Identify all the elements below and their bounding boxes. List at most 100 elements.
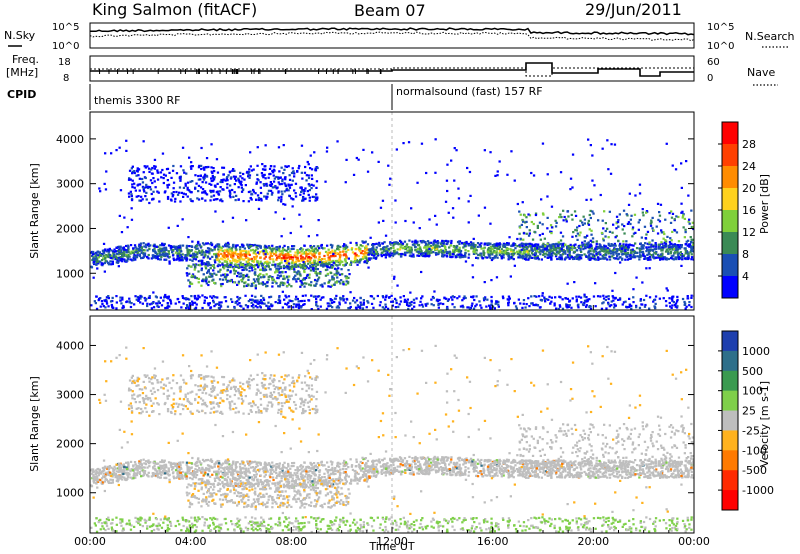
- power-cell-1272: [243, 258, 246, 261]
- power-cell-4336: [668, 212, 671, 215]
- power-cell-2920: [199, 178, 202, 181]
- power-cell-2180: [424, 246, 427, 249]
- power-cell-1531: [127, 255, 130, 258]
- power-cell-2825: [230, 176, 233, 179]
- power-cell-4092: [292, 265, 296, 268]
- power-cell-809: [516, 245, 519, 248]
- power-cell-1703: [177, 257, 180, 260]
- power-cell-4153: [242, 268, 245, 271]
- power-cell-314: [410, 246, 413, 249]
- power-cell-3659: [507, 295, 511, 298]
- power-cell-1618: [689, 251, 692, 254]
- power-cell-1732: [430, 251, 433, 254]
- power-cell-3495: [370, 302, 374, 305]
- power-cell-1882: [323, 260, 326, 264]
- power-cell-3490: [254, 295, 257, 298]
- power-cell-4037: [331, 276, 334, 279]
- power-cell-3959: [290, 267, 294, 270]
- power-cell-3974: [247, 278, 250, 281]
- power-cell-2590: [654, 244, 657, 247]
- power-cell-157: [263, 246, 266, 249]
- power-cell-4781: [607, 168, 610, 171]
- power-cell-2861: [271, 191, 274, 194]
- power-cell-2771: [148, 170, 151, 173]
- power-cell-2145: [393, 253, 396, 256]
- power-cell-2461: [670, 257, 673, 260]
- power-cell-2505: [134, 251, 137, 254]
- power-cell-4233: [536, 224, 539, 227]
- power-cell-1496: [672, 258, 675, 261]
- power-cell-1639: [277, 249, 281, 252]
- power-cell-4459: [559, 231, 563, 234]
- power-cell-4421: [656, 232, 660, 235]
- power-cell-1457: [322, 247, 325, 250]
- power-cell-2710: [302, 192, 305, 195]
- power-cell-1110: [682, 254, 685, 257]
- power-cell-4062: [234, 263, 237, 266]
- power-cell-905: [111, 257, 114, 260]
- power-cell-1336: [565, 256, 568, 259]
- power-cell-3853: [286, 266, 289, 269]
- power-cell-4489: [581, 223, 585, 226]
- power-cell-3454: [676, 295, 679, 298]
- power-cell-4719: [425, 171, 428, 175]
- power-cell-2578: [431, 246, 434, 249]
- power-cell-2720: [310, 187, 313, 190]
- power-cell-1288: [330, 264, 333, 268]
- power-cell-4662: [495, 276, 499, 279]
- power-cell-4141: [314, 267, 317, 271]
- power-cell-3420: [255, 301, 258, 304]
- power-cell-3701: [269, 295, 273, 298]
- power-cell-2318: [436, 244, 439, 247]
- power-cell-4169: [221, 278, 225, 281]
- power-cell-1213: [338, 248, 341, 251]
- power-cell-813: [482, 247, 485, 250]
- power-cell-2814: [261, 168, 265, 171]
- power-cell-331: [252, 244, 255, 247]
- power-cell-4424: [560, 216, 563, 219]
- power-cell-2758: [197, 166, 201, 169]
- power-cell-2057: [610, 243, 613, 246]
- power-cell-941: [647, 246, 651, 249]
- power-cell-2432: [603, 247, 606, 251]
- power-cell-1783: [386, 251, 389, 254]
- power-cell-2132: [239, 246, 242, 249]
- power-cell-881: [515, 250, 519, 253]
- power-cell-2026: [672, 244, 675, 247]
- power-cell-2827: [172, 191, 175, 194]
- power-cell-3394: [478, 300, 481, 303]
- power-cell-655: [665, 248, 668, 251]
- power-cell-2845: [205, 174, 208, 177]
- power-cell-1901: [464, 252, 467, 255]
- power-cell-2498: [652, 256, 655, 259]
- power-cell-3469: [163, 295, 167, 298]
- power-cell-3635: [395, 301, 398, 305]
- power-cell-3503: [292, 306, 295, 309]
- power-cell-1108: [186, 248, 189, 251]
- power-cell-2636: [237, 186, 240, 189]
- power-cell-4297: [529, 245, 532, 248]
- power-cell-4045: [279, 281, 283, 284]
- power-cell-2534: [588, 256, 591, 259]
- power-cell-3456: [246, 306, 249, 309]
- power-cell-2034: [486, 248, 490, 251]
- power-cell-1147: [393, 249, 396, 252]
- power-cell-3056: [211, 174, 214, 178]
- power-cell-2742: [232, 168, 235, 171]
- power-cell-1915: [191, 255, 194, 259]
- power-cell-4176: [262, 269, 265, 272]
- power-cell-2305: [350, 261, 353, 264]
- power-cell-4393: [579, 245, 583, 248]
- power-cell-3858: [347, 269, 350, 272]
- power-cell-2309: [285, 264, 289, 267]
- power-cell-2817: [156, 169, 159, 172]
- power-cell-1643: [588, 254, 591, 257]
- power-cell-3547: [233, 306, 236, 309]
- power-cell-2933: [271, 170, 274, 173]
- power-cell-1933: [326, 244, 329, 247]
- power-cell-1611: [587, 250, 590, 253]
- power-cell-1949: [284, 254, 287, 257]
- power-cell-2276: [530, 243, 534, 246]
- power-cell-4386: [608, 230, 612, 233]
- power-cell-585: [375, 252, 379, 256]
